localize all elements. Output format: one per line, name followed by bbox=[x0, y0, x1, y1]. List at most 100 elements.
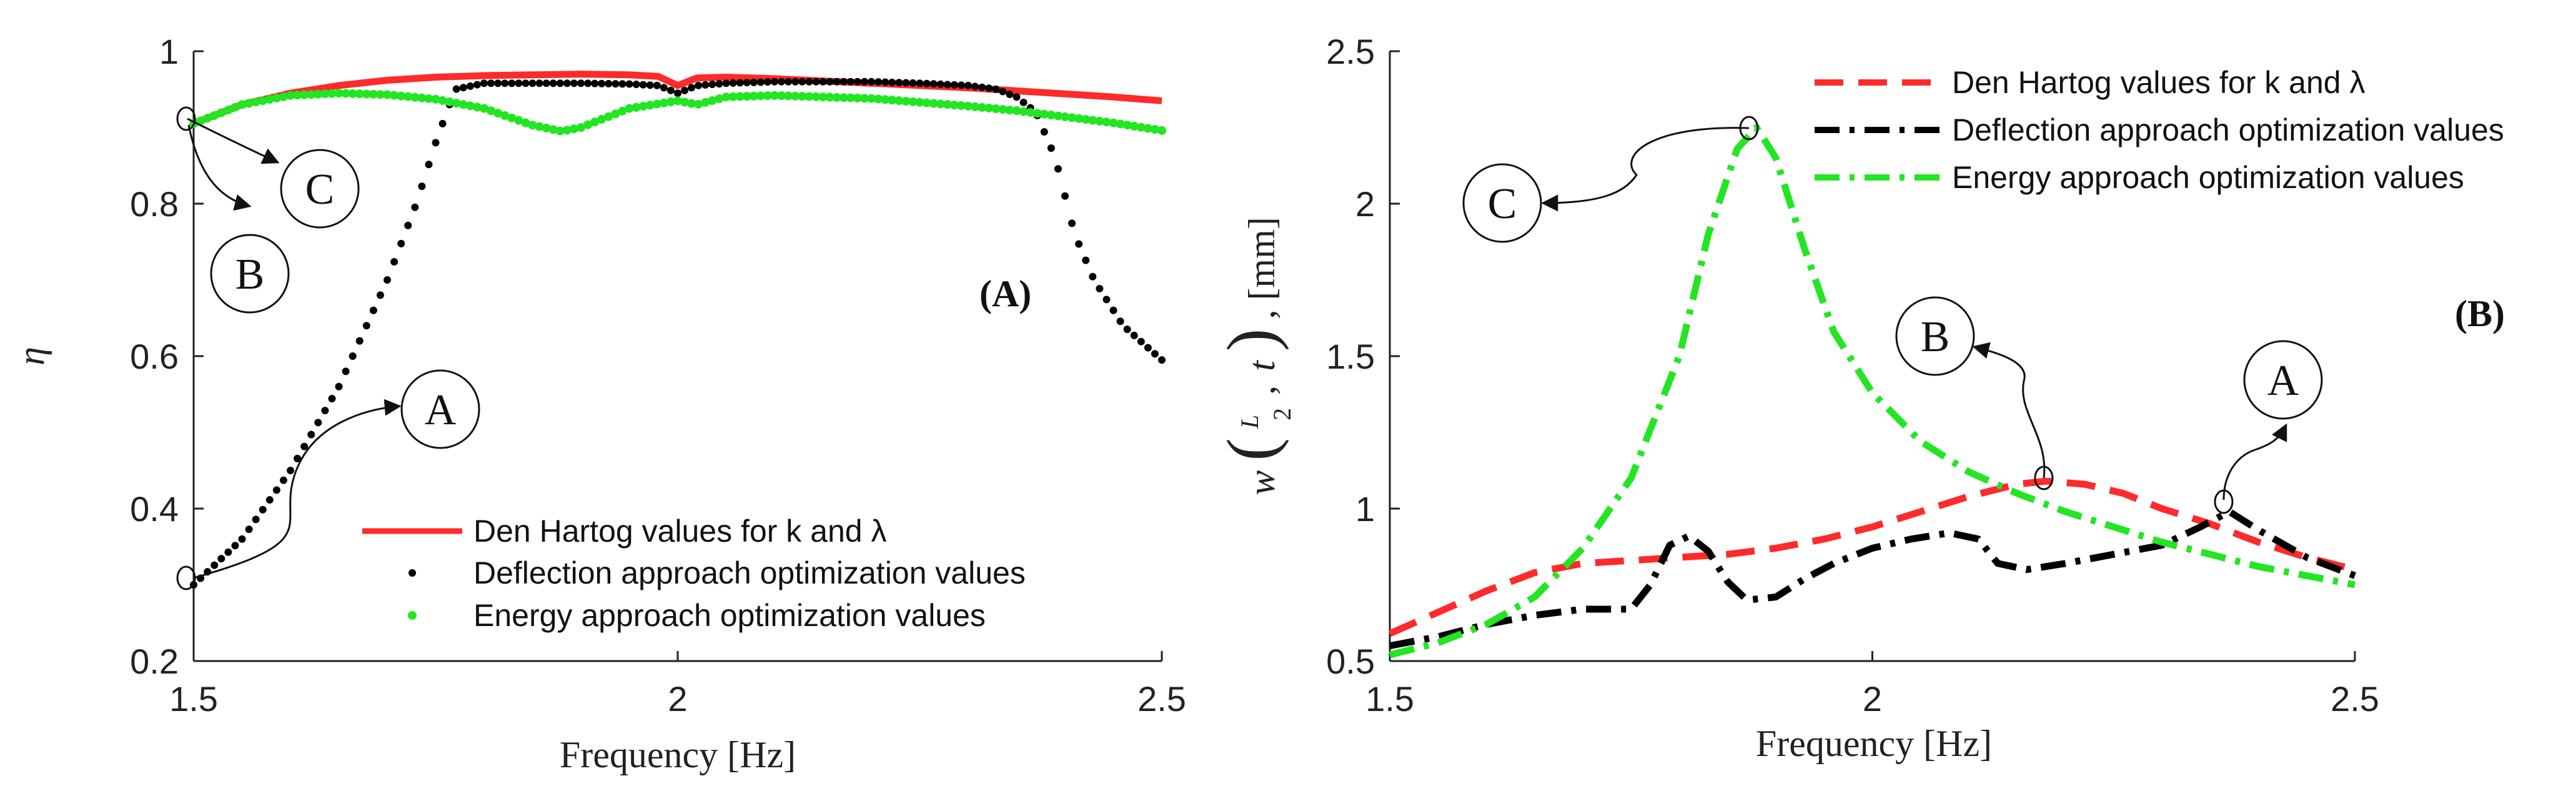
data-point bbox=[984, 103, 994, 112]
data-point bbox=[591, 79, 599, 87]
data-point bbox=[632, 102, 641, 112]
data-point bbox=[355, 337, 364, 345]
data-point bbox=[964, 81, 972, 89]
data-point bbox=[569, 124, 578, 134]
data-point bbox=[300, 442, 309, 450]
annotation-arrow-a bbox=[193, 399, 402, 579]
data-point bbox=[238, 535, 246, 543]
legend-swatch-deflection bbox=[409, 569, 416, 577]
data-point bbox=[708, 80, 716, 88]
panel-a-legend: Den Hartog values for k and λ Deflection… bbox=[362, 514, 1026, 633]
data-point bbox=[314, 419, 322, 427]
data-point bbox=[660, 84, 668, 92]
data-point bbox=[473, 81, 481, 89]
legend-label-deflection: Deflection approach optimization values bbox=[473, 555, 1026, 590]
data-point bbox=[1095, 116, 1104, 126]
data-point bbox=[515, 79, 523, 87]
data-point bbox=[465, 101, 475, 111]
x-tick-label: 2.5 bbox=[2331, 679, 2379, 719]
data-point bbox=[466, 82, 474, 90]
data-point bbox=[1012, 106, 1021, 116]
data-point bbox=[639, 81, 647, 89]
data-point bbox=[584, 79, 592, 87]
data-point bbox=[493, 109, 503, 118]
data-point bbox=[874, 94, 883, 104]
data-point bbox=[265, 95, 274, 104]
data-point bbox=[915, 97, 924, 107]
data-point bbox=[998, 105, 1008, 114]
data-point bbox=[294, 454, 302, 462]
data-point bbox=[376, 291, 384, 299]
data-point bbox=[701, 81, 710, 89]
data-point bbox=[259, 505, 267, 514]
legend-label-den-hartog: Den Hartog values for k and λ bbox=[473, 514, 886, 549]
data-point bbox=[1088, 116, 1097, 125]
data-point bbox=[418, 182, 426, 191]
data-point bbox=[528, 79, 537, 87]
data-point bbox=[279, 92, 288, 101]
data-point bbox=[922, 98, 931, 107]
data-point bbox=[258, 96, 267, 106]
data-point bbox=[472, 102, 482, 112]
data-point bbox=[652, 99, 661, 109]
data-point bbox=[384, 276, 391, 284]
data-point bbox=[397, 239, 405, 247]
panel-a-y-label: η bbox=[11, 347, 52, 366]
panel-b-annotation-c: C bbox=[1462, 116, 1759, 243]
data-point bbox=[750, 78, 758, 86]
data-point bbox=[688, 84, 696, 92]
data-point bbox=[272, 486, 280, 494]
data-point bbox=[1116, 317, 1124, 326]
data-point bbox=[196, 116, 206, 126]
data-point bbox=[625, 80, 633, 88]
panel-a-annotation-c: C bbox=[176, 106, 360, 229]
data-point bbox=[535, 79, 543, 87]
x-tick-label: 2.5 bbox=[1137, 679, 1186, 719]
data-point bbox=[1129, 121, 1139, 131]
data-point bbox=[1040, 127, 1048, 136]
data-point bbox=[1026, 107, 1035, 117]
data-point bbox=[708, 96, 717, 106]
panel-a-series bbox=[189, 71, 1166, 589]
data-point bbox=[211, 561, 219, 569]
data-point bbox=[1089, 272, 1097, 281]
data-point bbox=[231, 542, 239, 550]
y-tick-label: 0.4 bbox=[130, 489, 179, 529]
data-point bbox=[756, 91, 765, 101]
data-point bbox=[1144, 344, 1152, 352]
data-point bbox=[728, 92, 738, 101]
panel-b-y-label: w ( L 2 , t ) , [mm] bbox=[1213, 217, 1296, 495]
annotation-marker-a bbox=[176, 565, 196, 590]
data-point bbox=[272, 93, 281, 102]
data-point bbox=[1082, 256, 1090, 264]
data-point bbox=[901, 96, 911, 106]
data-point bbox=[1122, 121, 1132, 130]
data-point bbox=[383, 90, 392, 99]
data-point bbox=[612, 80, 620, 88]
data-point bbox=[666, 97, 675, 107]
x-tick-label: 2 bbox=[1863, 679, 1882, 719]
data-point bbox=[556, 79, 564, 87]
data-point bbox=[902, 79, 910, 87]
data-point bbox=[528, 121, 537, 130]
data-point bbox=[362, 89, 371, 99]
data-point bbox=[432, 139, 440, 147]
data-point bbox=[1137, 337, 1145, 346]
data-point bbox=[943, 100, 952, 109]
data-point bbox=[1013, 93, 1021, 101]
data-point bbox=[839, 93, 848, 102]
annotation-circle-b bbox=[1895, 296, 1975, 376]
data-point bbox=[501, 79, 509, 87]
panel-b-tag: (B) bbox=[2455, 293, 2505, 334]
data-point bbox=[555, 126, 565, 136]
annotation-arrow-b bbox=[187, 124, 252, 211]
data-point bbox=[487, 79, 495, 87]
data-point bbox=[653, 81, 661, 89]
data-point bbox=[999, 87, 1007, 96]
data-point bbox=[859, 94, 869, 103]
annotation-arrow-a bbox=[2222, 423, 2287, 500]
data-point bbox=[943, 81, 951, 89]
annotation-label-c: C bbox=[1488, 180, 1517, 228]
data-point bbox=[480, 104, 488, 113]
annotation-marker-c bbox=[176, 106, 196, 131]
